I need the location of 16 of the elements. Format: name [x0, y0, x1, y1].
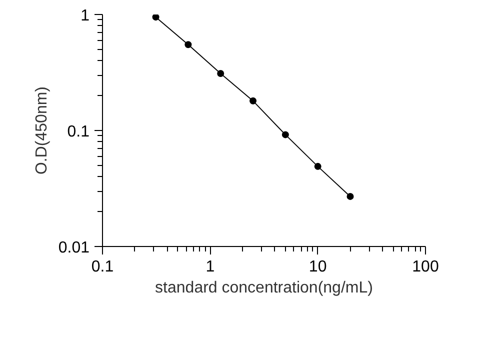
point	[152, 14, 160, 21]
point	[282, 131, 289, 138]
x-tick-label: 0.1	[91, 258, 114, 276]
x-tick-label: 1	[206, 258, 215, 276]
y-axis-title: O.D(450nm)	[33, 86, 50, 175]
point	[346, 192, 354, 200]
point	[184, 41, 192, 48]
y-tick-label: 0.1	[67, 124, 90, 140]
x-tick-label: 100	[412, 258, 439, 276]
x-axis-title: standard concentration(ng/mL)	[155, 280, 373, 296]
point	[250, 97, 257, 104]
point	[314, 162, 322, 170]
y-tick-label: 0.01	[58, 240, 90, 256]
point	[217, 70, 224, 77]
x-tick-label: 10	[308, 258, 327, 276]
y-tick-label: 1	[80, 8, 90, 24]
